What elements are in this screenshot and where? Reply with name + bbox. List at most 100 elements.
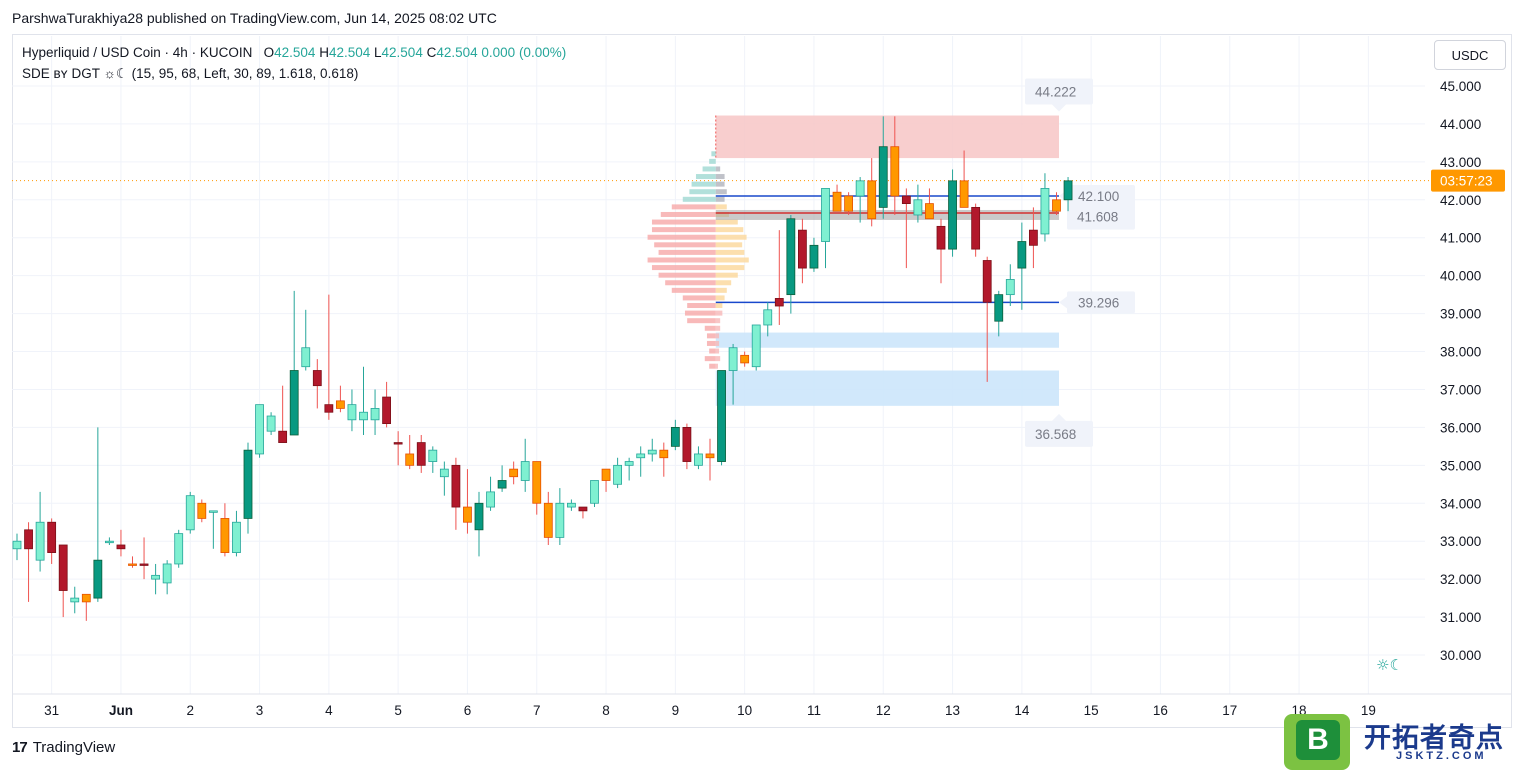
time-axis-label: 3 (256, 703, 264, 718)
candle (786, 214, 796, 314)
candle (370, 389, 380, 435)
time-axis-label: 14 (1014, 703, 1030, 718)
candle (70, 586, 80, 614)
time-axis-label: 17 (1222, 703, 1237, 718)
candle (497, 465, 507, 492)
candle (1029, 207, 1038, 269)
candle (382, 381, 392, 428)
candle-body (509, 468, 519, 478)
candle (717, 370, 726, 466)
volume-profile-bar-right (715, 174, 725, 180)
candle-body (1040, 188, 1050, 235)
close-value: 42.504 (436, 45, 478, 60)
candle (682, 423, 692, 470)
price-axis-label: 41.000 (1440, 231, 1481, 246)
volume-profile-bar (702, 166, 716, 172)
poc-band (715, 209, 1059, 220)
candle-body (809, 244, 819, 269)
candle (601, 468, 611, 492)
level-tag-pointer (1059, 296, 1067, 309)
watermark-badge-letter: B (1296, 720, 1340, 760)
change-value: 0.000 (0.00%) (481, 45, 567, 60)
candle-body (497, 480, 507, 489)
candle-body (1005, 279, 1015, 296)
candle-body (128, 563, 137, 566)
price-axis-label: 38.000 (1440, 345, 1481, 360)
volume-profile-bar (682, 196, 716, 202)
candle (878, 116, 888, 219)
symbol-title[interactable]: Hyperliquid / USD Coin · 4h · KUCOIN (22, 45, 253, 60)
price-axis-label: 37.000 (1440, 382, 1481, 397)
candle (774, 230, 784, 325)
candle (670, 419, 680, 451)
candle (1063, 177, 1073, 212)
volume-profile-bar-right (715, 181, 725, 187)
candle-body (428, 449, 438, 462)
price-axis-label: 33.000 (1440, 534, 1481, 549)
time-axis-label: 12 (876, 703, 891, 718)
tradingview-footer[interactable]: 17 TradingView (12, 739, 115, 756)
candle (1040, 173, 1050, 242)
candle (728, 343, 738, 405)
candle (289, 290, 299, 436)
candle-body (763, 309, 773, 326)
candle-body (567, 502, 576, 508)
candle-body (359, 411, 368, 421)
candle (971, 203, 981, 257)
candle-body (821, 188, 830, 242)
candle-body (751, 324, 761, 368)
indicator-legend[interactable]: SDE ʙʏ DGT ☼☾ (15, 95, 68, Left, 30, 89,… (22, 66, 359, 81)
candle (1052, 192, 1061, 215)
volume-profile-bar (682, 295, 716, 301)
watermark-badge-icon: B (1284, 714, 1350, 770)
candle (624, 457, 634, 481)
price-axis-label: 32.000 (1440, 572, 1481, 587)
candle-body (578, 506, 588, 512)
candle-body (705, 453, 715, 459)
candle (232, 510, 241, 557)
candle (901, 188, 911, 269)
candle-body (405, 453, 415, 466)
candle-body (1029, 229, 1038, 246)
level-tag-pointer (1052, 413, 1066, 421)
candle-body (335, 400, 345, 409)
volume-profile-bar (671, 204, 716, 210)
candle (12, 533, 22, 561)
volume-profile-bar (651, 227, 716, 233)
volume-profile-bar (695, 174, 716, 180)
candle-body (740, 354, 750, 364)
candle-body (844, 195, 853, 212)
candle (1005, 264, 1015, 307)
volume-profile-bar (684, 310, 716, 316)
candle-body (116, 544, 126, 550)
candle-body (243, 449, 253, 519)
candle-body (370, 408, 380, 421)
candle (128, 556, 137, 568)
watermark-subtitle: JSKTZ.COM (1396, 750, 1487, 762)
candle-body (474, 502, 484, 531)
price-axis-label: 34.000 (1440, 496, 1481, 511)
volume-profile-bar-right (715, 234, 747, 240)
candle (416, 434, 426, 473)
candle (93, 427, 103, 602)
candle (439, 461, 449, 496)
candle (809, 237, 819, 272)
volume-profile-bar (647, 234, 716, 240)
level-tag-label: 42.100 (1078, 189, 1119, 204)
candle (243, 442, 253, 534)
candle (798, 218, 807, 284)
candle-body (936, 225, 946, 250)
candle (751, 324, 761, 371)
volume-profile-bar-right (715, 325, 721, 331)
candle-body (867, 180, 877, 220)
candle-body (382, 396, 392, 425)
high-value: 42.504 (328, 45, 371, 60)
currency-button[interactable]: USDC (1434, 40, 1506, 70)
candle-body (901, 195, 911, 204)
volume-profile-bar-right (715, 303, 723, 309)
candle (844, 192, 853, 215)
volume-profile-bar-right (715, 189, 727, 195)
close-label: C (426, 45, 437, 60)
candle-body (1063, 180, 1073, 201)
